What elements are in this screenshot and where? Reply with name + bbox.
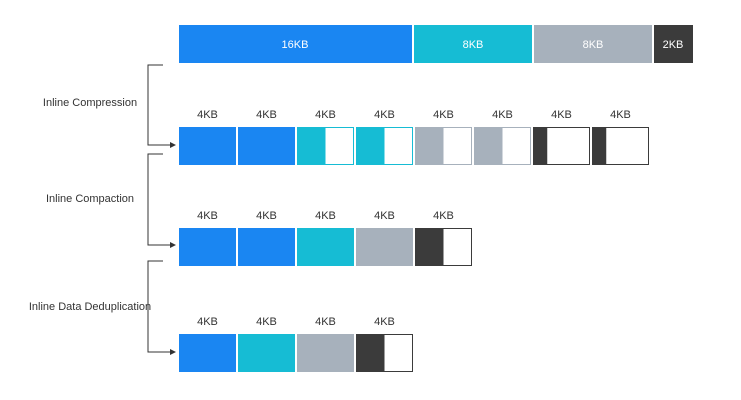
block-label: 4KB — [256, 109, 277, 121]
stage-label: Inline Compression — [43, 97, 137, 109]
block-label: 4KB — [256, 210, 277, 222]
block-label: 4KB — [374, 210, 395, 222]
block-label: 4KB — [492, 109, 513, 121]
top-bar: 16KB 8KB 8KB 2KB — [179, 25, 693, 63]
block-fill — [238, 228, 295, 266]
block-fill — [533, 127, 548, 165]
block-fill — [179, 127, 236, 165]
block-fill — [592, 127, 607, 165]
block-fill — [297, 228, 354, 266]
segment — [414, 25, 532, 63]
segment — [654, 25, 693, 63]
arrow — [147, 64, 176, 148]
block-fill — [297, 127, 326, 165]
block-fill — [297, 334, 354, 372]
block-fill — [356, 228, 413, 266]
arrow — [147, 260, 176, 355]
block-fill — [415, 127, 444, 165]
block-fill — [238, 334, 295, 372]
segment-label: 8KB — [463, 39, 484, 51]
stage-label: Inline Data Deduplication — [29, 301, 151, 313]
segment — [534, 25, 652, 63]
block-fill — [356, 334, 385, 372]
block-fill — [356, 127, 385, 165]
segment-label: 2KB — [663, 39, 684, 51]
block-label: 4KB — [433, 210, 454, 222]
segment-label: 16KB — [282, 39, 309, 51]
block-label: 4KB — [197, 210, 218, 222]
arrow — [147, 153, 176, 248]
block-fill — [415, 228, 444, 266]
block-fill — [179, 228, 236, 266]
block-label: 4KB — [551, 109, 572, 121]
block-label: 4KB — [315, 109, 336, 121]
segment-label: 8KB — [583, 39, 604, 51]
connectors — [147, 64, 176, 355]
block-fill — [474, 127, 503, 165]
segment — [179, 25, 412, 63]
block-label: 4KB — [315, 210, 336, 222]
block-label: 4KB — [197, 109, 218, 121]
block-label: 4KB — [374, 316, 395, 328]
stage-label: Inline Compaction — [46, 193, 134, 205]
block-rows: 4KB 4KB 4KB 4KB 4KB 4KB 4KB 4KB 4KB 4KB 4KB 4KB 4KB 4… — [179, 109, 649, 372]
block-fill — [179, 334, 236, 372]
block-label: 4KB — [610, 109, 631, 121]
block-label: 4KB — [315, 316, 336, 328]
block-fill — [238, 127, 295, 165]
block-label: 4KB — [256, 316, 277, 328]
block-label: 4KB — [374, 109, 395, 121]
block-label: 4KB — [197, 316, 218, 328]
block-label: 4KB — [433, 109, 454, 121]
